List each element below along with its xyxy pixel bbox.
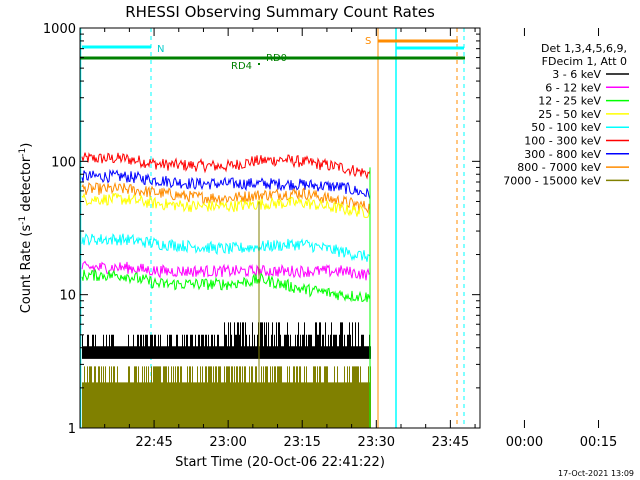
legend-header-line-2: FDecim 1, Att 0 bbox=[542, 55, 627, 68]
x-tick-label-3: 23:30 bbox=[358, 435, 395, 450]
x-tick-label-0: 22:45 bbox=[135, 435, 172, 450]
rd4-marker bbox=[258, 63, 260, 65]
x-axis-label: Start Time (20-Oct-06 22:41:22) bbox=[175, 455, 385, 470]
series-line-0 bbox=[81, 152, 371, 180]
plot-area bbox=[79, 28, 465, 428]
series-line-1 bbox=[81, 168, 371, 200]
legend-label-5: 100 - 300 keV bbox=[524, 135, 601, 148]
footer-timestamp: 17-Oct-2021 13:09 bbox=[558, 469, 634, 478]
x-tick-label-5: 00:00 bbox=[506, 435, 543, 450]
y-tick-label-3: 1000 bbox=[43, 22, 76, 37]
legend-label-2: 12 - 25 keV bbox=[538, 95, 601, 108]
annotation-n-label: N bbox=[157, 44, 164, 55]
legend-label-6: 300 - 800 keV bbox=[524, 148, 601, 161]
series-line-3 bbox=[81, 192, 371, 218]
legend: Det 1,3,4,5,6,9, FDecim 1, Att 0 3 - 6 k… bbox=[503, 42, 629, 187]
x-tick-label-6: 00:15 bbox=[580, 435, 617, 450]
series-line-4 bbox=[81, 233, 371, 262]
series-line-6 bbox=[81, 269, 371, 303]
plot-frame bbox=[79, 27, 481, 429]
x-tick-label-4: 23:45 bbox=[432, 435, 469, 450]
legend-label-4: 50 - 100 keV bbox=[531, 121, 601, 134]
legend-label-7: 800 - 7000 keV bbox=[517, 161, 601, 174]
annotation-rd4-label: RD4 bbox=[231, 61, 252, 72]
x-tick-label-1: 23:00 bbox=[209, 435, 246, 450]
legend-label-1: 6 - 12 keV bbox=[545, 81, 601, 94]
series-line-2 bbox=[81, 181, 371, 214]
series-8-band bbox=[82, 366, 371, 428]
y-tick-label-2: 100 bbox=[51, 155, 76, 170]
chart-title: RHESSI Observing Summary Count Rates bbox=[125, 3, 435, 21]
legend-label-8: 7000 - 15000 keV bbox=[503, 174, 601, 187]
series-7-band bbox=[82, 322, 371, 359]
y-axis-label: Count Rate (s-1 detector-1) bbox=[18, 143, 34, 314]
x-tick-label-2: 23:15 bbox=[283, 435, 320, 450]
series-line-5 bbox=[81, 260, 371, 281]
legend-label-3: 25 - 50 keV bbox=[538, 108, 601, 121]
annotation-rd0-label: RD0 bbox=[266, 53, 287, 64]
legend-header-line-1: Det 1,3,4,5,6,9, bbox=[541, 42, 627, 55]
y-tick-label-1: 10 bbox=[59, 289, 76, 304]
y-tick-label-0: 1 bbox=[68, 422, 76, 437]
annotation-s-label: S bbox=[365, 36, 371, 47]
legend-label-0: 3 - 6 keV bbox=[552, 68, 601, 81]
